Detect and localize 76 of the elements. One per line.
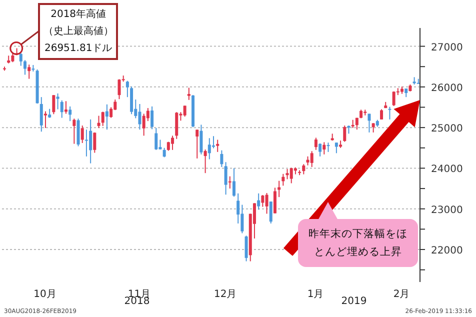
candlestick bbox=[204, 149, 207, 174]
x-tick-label: 1月 bbox=[307, 289, 324, 300]
candlestick bbox=[326, 142, 330, 152]
x-tick-label: 2月 bbox=[393, 289, 410, 300]
candlestick bbox=[138, 103, 142, 130]
y-tick-label: 24000 bbox=[431, 164, 463, 176]
candlestick bbox=[269, 201, 272, 224]
candlestick bbox=[224, 162, 228, 196]
candlestick bbox=[80, 125, 84, 144]
candlestick bbox=[142, 113, 146, 136]
candlestick bbox=[19, 52, 22, 66]
candlestick bbox=[314, 137, 318, 150]
candlestick bbox=[89, 118, 92, 164]
candlestick bbox=[257, 192, 260, 210]
candlestick bbox=[171, 135, 174, 150]
candlestick bbox=[187, 87, 190, 100]
candlestick bbox=[244, 235, 248, 262]
candlestick bbox=[232, 168, 236, 198]
text: 2018 bbox=[123, 296, 151, 307]
y-tick-label: 23000 bbox=[431, 204, 463, 216]
candlestick bbox=[208, 138, 211, 160]
candlestick bbox=[388, 106, 392, 120]
candlestick bbox=[64, 100, 68, 114]
candlestick bbox=[380, 108, 384, 120]
candlestick bbox=[105, 104, 108, 130]
candlestick bbox=[93, 132, 96, 154]
candlestick bbox=[322, 142, 326, 155]
candlestick bbox=[56, 92, 60, 110]
candlestick bbox=[68, 106, 72, 122]
candlestick bbox=[282, 173, 285, 186]
candlestick bbox=[286, 168, 289, 180]
candlestick bbox=[84, 129, 88, 157]
candlestick bbox=[126, 80, 129, 98]
annotation: 2018年高値（史上最高値）26951.81ドル bbox=[38, 3, 118, 60]
candlestick bbox=[97, 115, 100, 128]
candlestick bbox=[23, 60, 26, 76]
candlestick bbox=[273, 187, 276, 214]
candlestick bbox=[175, 112, 178, 140]
y-tick-label: 25000 bbox=[431, 124, 463, 135]
candlestick bbox=[52, 94, 56, 115]
candlestick bbox=[101, 111, 104, 126]
candlestick bbox=[302, 164, 306, 175]
candlestick bbox=[130, 86, 134, 115]
candlestick bbox=[212, 136, 215, 149]
annotation: 昨年末の下落幅をほとんど埋める上昇 bbox=[298, 219, 418, 267]
candlestick bbox=[44, 110, 47, 128]
candlestick bbox=[265, 192, 268, 214]
candlestick bbox=[310, 150, 314, 168]
candlestick bbox=[162, 147, 166, 158]
candlestick bbox=[334, 142, 338, 154]
candlestick bbox=[118, 78, 121, 100]
candlestick bbox=[196, 129, 199, 159]
candlestick bbox=[150, 106, 154, 130]
candlestick bbox=[261, 194, 264, 208]
y-tick-label: 26000 bbox=[431, 82, 463, 94]
candlestick bbox=[240, 204, 244, 234]
candlestick bbox=[343, 125, 346, 142]
candlestick bbox=[154, 127, 158, 150]
candlestick bbox=[60, 100, 64, 118]
x-tick-label: 10月 bbox=[34, 289, 56, 300]
candlestick bbox=[183, 105, 186, 118]
candlestick bbox=[28, 64, 31, 80]
candlestick bbox=[290, 167, 293, 184]
candlestick bbox=[72, 118, 76, 144]
candlestick bbox=[220, 150, 224, 168]
candlestick bbox=[200, 124, 203, 155]
text: 2019 bbox=[340, 296, 368, 307]
candlestick bbox=[228, 176, 232, 190]
y-tick-label: 27000 bbox=[431, 42, 463, 54]
y-tick-label: 22000 bbox=[431, 245, 463, 256]
candlestick bbox=[40, 96, 43, 132]
x-tick-label: 12月 bbox=[214, 289, 237, 300]
candlestick bbox=[392, 90, 396, 107]
candlestick bbox=[368, 113, 371, 133]
candlestick bbox=[318, 142, 322, 157]
candlestick bbox=[216, 139, 220, 152]
